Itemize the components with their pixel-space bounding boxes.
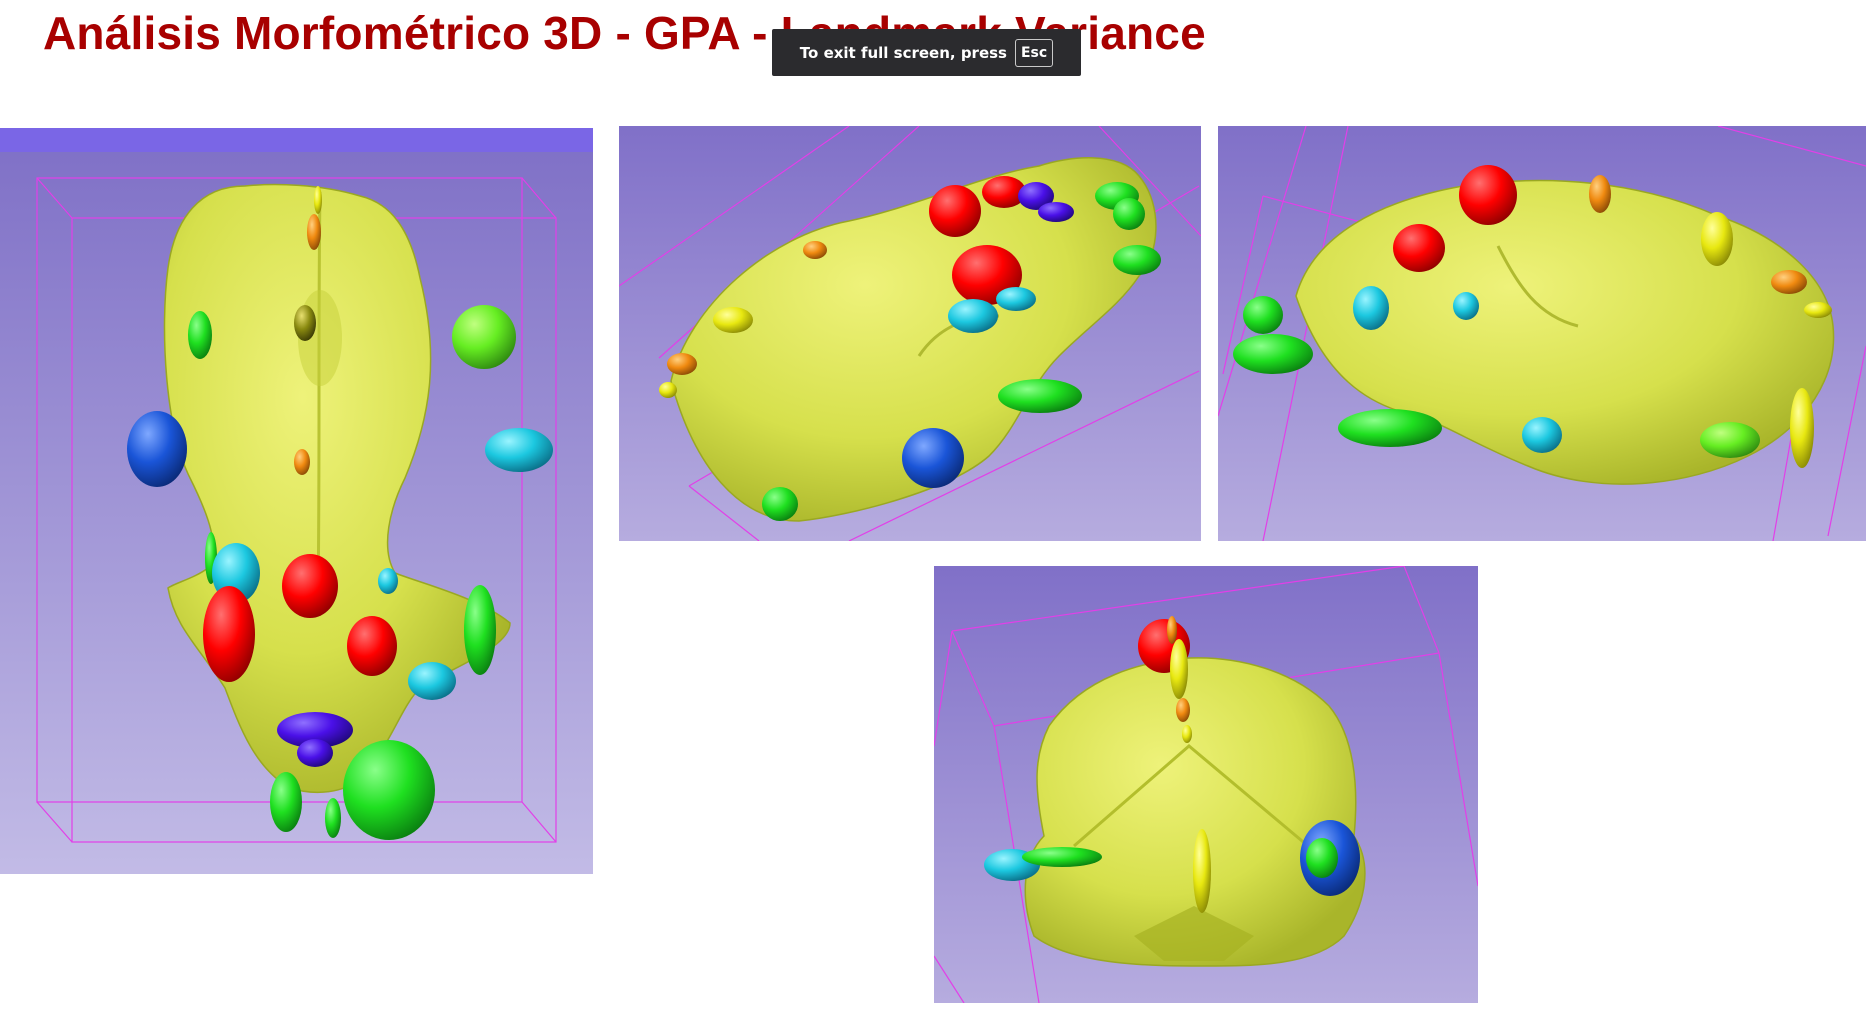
landmark-sphere xyxy=(667,353,697,375)
landmark-sphere xyxy=(902,428,964,488)
landmark-sphere xyxy=(297,739,333,767)
landmark-sphere xyxy=(314,186,322,214)
landmark-sphere xyxy=(982,176,1026,208)
landmark-sphere xyxy=(343,740,435,840)
landmark-sphere xyxy=(1243,296,1283,334)
landmark-sphere xyxy=(1338,409,1442,447)
viewport-posterior-view[interactable] xyxy=(934,566,1478,1003)
landmark-sphere xyxy=(1701,212,1733,266)
landmark-sphere xyxy=(127,411,187,487)
landmark-sphere xyxy=(1804,302,1832,318)
landmark-sphere xyxy=(408,662,456,700)
landmark-sphere xyxy=(325,798,341,838)
landmark-sphere xyxy=(1018,182,1054,210)
landmark-sphere xyxy=(1522,417,1562,453)
viewport-superior-view[interactable] xyxy=(0,128,593,874)
landmark-sphere xyxy=(948,299,998,333)
landmark-sphere xyxy=(294,305,316,341)
landmark-sphere xyxy=(378,568,398,594)
landmark-sphere xyxy=(1353,286,1389,330)
landmark-spheres xyxy=(127,186,553,840)
landmark-spheres xyxy=(659,176,1161,521)
landmark-sphere xyxy=(1170,639,1188,699)
landmark-sphere xyxy=(1233,334,1313,374)
landmark-sphere xyxy=(282,554,338,618)
landmark-sphere xyxy=(929,185,981,237)
viewport-lateral-view-right[interactable] xyxy=(1218,126,1866,541)
landmark-sphere xyxy=(452,305,516,369)
landmark-sphere xyxy=(294,449,310,475)
render-lateral-right xyxy=(1218,126,1866,541)
landmark-sphere xyxy=(1022,847,1102,867)
landmark-sphere xyxy=(270,772,302,832)
landmark-sphere xyxy=(713,307,753,333)
landmark-spheres xyxy=(1233,165,1832,468)
landmark-sphere xyxy=(1589,175,1611,213)
landmark-sphere xyxy=(188,311,212,359)
landmark-sphere xyxy=(1393,224,1445,272)
landmark-sphere xyxy=(1771,270,1807,294)
landmark-sphere xyxy=(996,287,1036,311)
viewport-lateral-view-left[interactable] xyxy=(619,126,1201,541)
landmark-sphere xyxy=(1790,388,1814,468)
landmark-sphere xyxy=(803,241,827,259)
landmark-sphere xyxy=(1182,725,1192,743)
render-superior xyxy=(0,128,593,874)
landmark-sphere xyxy=(307,214,321,250)
landmark-sphere xyxy=(277,712,353,748)
landmark-sphere xyxy=(1038,202,1074,222)
fullscreen-exit-notice: To exit full screen, press Esc xyxy=(772,29,1081,76)
landmark-sphere xyxy=(1700,422,1760,458)
landmark-sphere xyxy=(1453,292,1479,320)
landmark-sphere xyxy=(1306,838,1338,878)
landmark-sphere xyxy=(762,487,798,521)
landmark-sphere xyxy=(485,428,553,472)
fullscreen-notice-text: To exit full screen, press xyxy=(799,43,1007,62)
landmark-sphere xyxy=(1459,165,1517,225)
landmark-sphere xyxy=(464,585,496,675)
landmark-sphere xyxy=(203,586,255,682)
landmark-sphere xyxy=(347,616,397,676)
landmark-sphere xyxy=(1167,616,1177,644)
landmark-spheres xyxy=(984,616,1360,913)
landmark-sphere xyxy=(659,382,677,398)
landmark-sphere xyxy=(1176,698,1190,722)
render-lateral-left xyxy=(619,126,1201,541)
esc-key-badge: Esc xyxy=(1014,38,1054,67)
render-posterior xyxy=(934,566,1478,1003)
landmark-sphere xyxy=(998,379,1082,413)
landmark-sphere xyxy=(1113,198,1145,230)
landmark-sphere xyxy=(1113,245,1161,275)
cranium-surface xyxy=(670,157,1157,522)
landmark-sphere xyxy=(1193,829,1211,913)
